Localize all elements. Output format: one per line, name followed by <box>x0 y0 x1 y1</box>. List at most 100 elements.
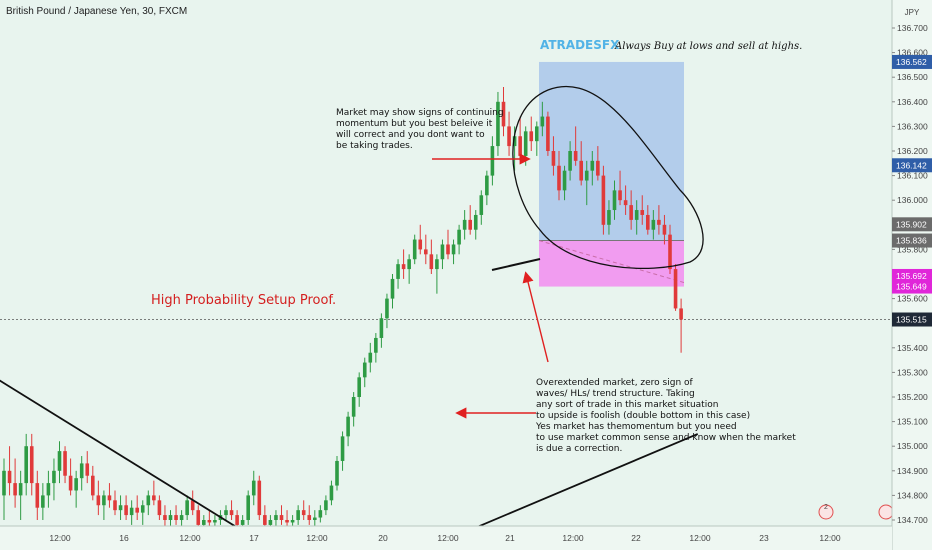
candle-body <box>41 495 45 508</box>
candle-body <box>113 500 117 511</box>
y-tick-label: 136.400 <box>897 97 928 107</box>
candle-body <box>185 500 189 516</box>
candle-body <box>424 249 428 255</box>
x-tick-label: 21 <box>505 533 515 543</box>
price-label-box <box>892 217 932 232</box>
candle-body <box>490 146 495 176</box>
price-label-text: 135.692 <box>896 271 927 281</box>
price-label-text: 135.836 <box>896 236 927 246</box>
candle-body <box>529 131 534 142</box>
event-badge-icon-0 <box>818 504 834 520</box>
candle-body <box>679 308 683 320</box>
candle-body <box>479 195 484 215</box>
candle-body <box>63 451 67 476</box>
currency-label: JPY <box>905 8 920 17</box>
price-label-text: 135.902 <box>896 219 927 229</box>
double-bottom-line <box>491 258 541 271</box>
candle-body <box>396 264 400 279</box>
symbol-title: British Pound / Japanese Yen, 30, FXCM <box>6 6 188 17</box>
trendline-1 <box>464 433 699 534</box>
candle-body <box>546 116 550 151</box>
candle-body <box>607 210 611 225</box>
candle-body <box>446 244 450 255</box>
candle-body <box>501 101 506 127</box>
candle-body <box>251 480 256 496</box>
candle-body <box>468 219 472 230</box>
x-tick-label: 12:00 <box>562 533 584 543</box>
candle-body <box>224 510 228 516</box>
candle-body <box>240 520 245 525</box>
candle-body <box>412 239 417 260</box>
candle-body <box>46 483 51 496</box>
candle-body <box>57 451 62 471</box>
y-tick-label: 136.700 <box>897 23 928 33</box>
candle-body <box>540 116 545 127</box>
candle-body <box>612 190 617 211</box>
note-bottom: Overextended market, zero sign of waves/… <box>536 378 796 454</box>
candle-body <box>146 495 151 506</box>
candle-body <box>551 151 556 166</box>
time-axis-bg <box>0 526 892 550</box>
candle-body <box>290 520 295 523</box>
price-label-box <box>892 268 932 283</box>
candle-body <box>579 160 583 181</box>
candle-body <box>634 210 639 220</box>
x-tick-label: 16 <box>119 533 129 543</box>
candle-body <box>512 136 517 147</box>
candle-body <box>335 460 339 486</box>
y-tick-label: 136.200 <box>897 146 928 156</box>
candle-body <box>562 170 567 191</box>
y-tick-label: 135.400 <box>897 343 928 353</box>
candle-body <box>435 259 439 270</box>
y-tick-label: 136.100 <box>897 171 928 181</box>
candle-body <box>235 515 239 525</box>
candle-body <box>596 160 600 176</box>
candle-body <box>13 483 17 496</box>
pink-zone <box>539 240 684 287</box>
candle-body <box>7 470 12 484</box>
candle-body <box>174 515 178 520</box>
candle-body <box>324 500 328 511</box>
candle-body <box>190 500 195 511</box>
candle-body <box>246 495 250 520</box>
y-tick-label: 136.000 <box>897 195 928 205</box>
candle-body <box>296 510 300 520</box>
price-axis: JPY 136.700 136.600 136.500 136.400 136.300 13… <box>891 0 932 550</box>
candle-body <box>24 446 28 484</box>
candle-body <box>179 515 184 520</box>
price-label-text: 135.515 <box>896 315 927 325</box>
price-label-text: 135.649 <box>896 282 927 292</box>
x-tick-label: 23 <box>759 533 769 543</box>
candle-body <box>163 515 167 520</box>
candle-body <box>207 520 212 523</box>
candle-body <box>573 151 578 161</box>
x-tick-label: 20 <box>378 533 388 543</box>
candle-body <box>429 254 434 270</box>
setup-title: High Probability Setup Proof. <box>151 293 337 308</box>
x-tick-label: 12:00 <box>689 533 711 543</box>
candle-body <box>451 244 456 255</box>
candle-body <box>102 495 106 506</box>
candle-body <box>213 520 217 523</box>
candle-body <box>18 483 23 496</box>
candle-body <box>368 352 373 363</box>
candle-body <box>274 515 278 520</box>
candle-body <box>485 175 489 196</box>
candle-body <box>285 520 289 523</box>
event-badge-icon-1 <box>878 504 894 520</box>
candle-body <box>646 214 650 230</box>
candle-body <box>523 131 528 156</box>
candle-body <box>440 244 445 260</box>
candle-body <box>640 210 645 215</box>
y-tick-label: 134.900 <box>897 466 928 476</box>
note-top: Market may show signs of continuing mome… <box>336 108 504 151</box>
candle-body <box>340 436 345 461</box>
y-tick-label: 136.500 <box>897 72 928 82</box>
candle-body <box>346 416 350 437</box>
candle-body <box>418 239 423 250</box>
y-tick-label: 136.300 <box>897 121 928 131</box>
candle-body <box>257 480 262 516</box>
candle-body <box>68 475 73 491</box>
